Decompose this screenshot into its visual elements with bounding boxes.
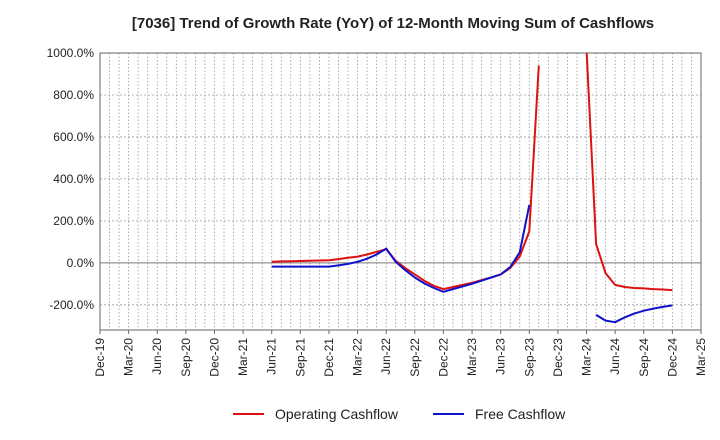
x-tick-label: Dec-22 [436, 338, 450, 377]
x-tick-label: Sep-21 [293, 338, 307, 377]
y-tick-label: 1000.0% [47, 46, 95, 60]
legend: Operating Cashflow Free Cashflow [233, 406, 566, 422]
x-tick-label: Sep-22 [408, 338, 422, 377]
x-tick-label: Mar-20 [122, 338, 136, 376]
x-tick-label: Sep-24 [637, 338, 651, 377]
y-tick-label: 400.0% [53, 172, 94, 186]
y-tick-label: 0.0% [67, 256, 95, 270]
x-tick-label: Mar-22 [351, 338, 365, 376]
series-line-free-cashflow [271, 204, 673, 324]
x-tick-label: Sep-20 [179, 338, 193, 377]
x-tick-label: Dec-19 [93, 338, 107, 377]
x-tick-label: Jun-20 [150, 338, 164, 375]
plot-frame [99, 52, 702, 331]
x-tick-label: Mar-24 [580, 338, 594, 376]
chart-title: [7036] Trend of Growth Rate (YoY) of 12-… [132, 15, 654, 32]
y-tick-label: 200.0% [53, 214, 94, 228]
grid [100, 52, 701, 330]
axes: 1000.0% 800.0% 600.0% 400.0% 200.0% 0.0% -200.… [47, 46, 708, 377]
x-tick-label: Dec-23 [551, 338, 565, 377]
series-lines [271, 53, 673, 324]
y-tick-label: 600.0% [53, 130, 94, 144]
y-tick-label: 800.0% [53, 88, 94, 102]
x-tick-label: Dec-20 [207, 338, 221, 377]
x-tick-label: Dec-21 [322, 338, 336, 377]
x-tick-label: Jun-23 [494, 338, 508, 375]
legend-label: Operating Cashflow [275, 406, 399, 422]
x-tick-label: Dec-24 [665, 338, 679, 377]
y-tick-label: -200.0% [49, 298, 94, 312]
x-tick-label: Mar-23 [465, 338, 479, 376]
x-tick-label: Jun-21 [265, 338, 279, 375]
legend-label: Free Cashflow [475, 406, 566, 422]
x-tick-label: Mar-25 [694, 338, 708, 376]
x-tick-label: Sep-23 [522, 338, 536, 377]
x-tick-label: Jun-24 [608, 338, 622, 375]
x-tick-label: Mar-21 [236, 338, 250, 376]
x-tick-label: Jun-22 [379, 338, 393, 375]
